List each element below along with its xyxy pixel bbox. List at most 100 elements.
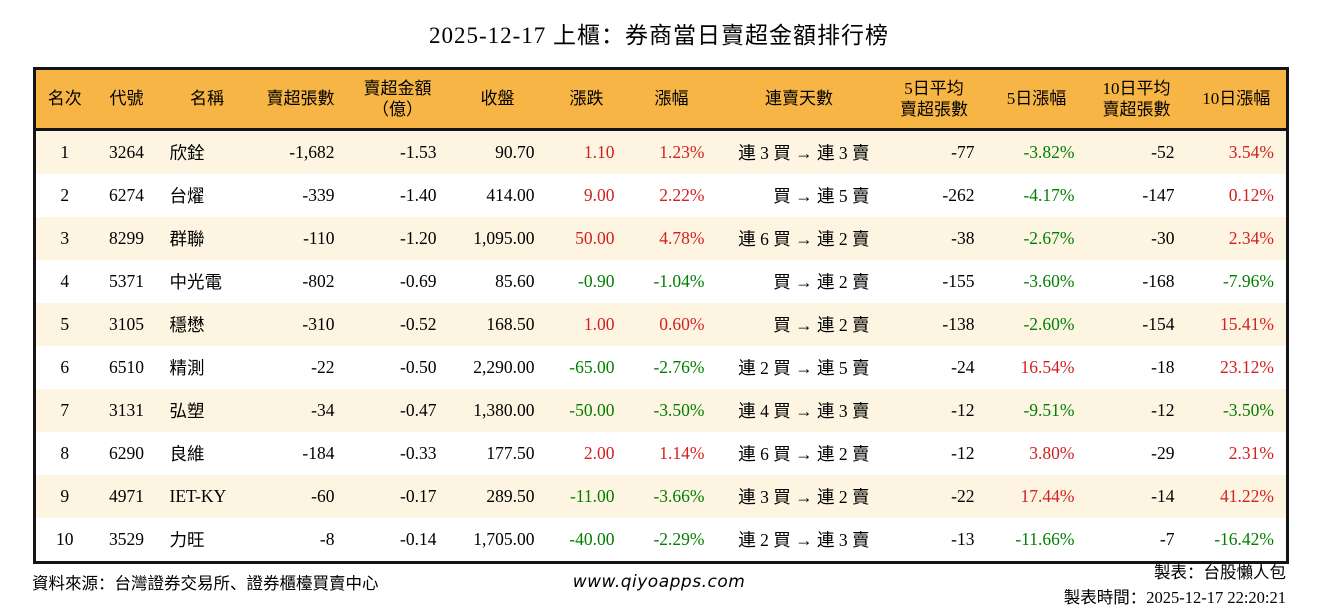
cell-pct10: -16.42% [1214, 529, 1274, 549]
cell-avg10: -168 [1142, 271, 1175, 291]
cell-change_pct: 2.22% [659, 185, 705, 205]
cell-name: 弘塑 [169, 401, 205, 421]
cell-net_sell_volume: -310 [302, 314, 335, 334]
cell-name: 穩懋 [169, 315, 205, 335]
col-header-name: 名稱 [159, 68, 255, 131]
cell-close: 414.00 [486, 185, 535, 205]
cell-change: 9.00 [583, 185, 615, 205]
table-row: 7 3131 弘塑 -34 -0.47 1,380.00 -50.00 -3.50% 連 4 買… [34, 389, 1288, 432]
col-header-pct5: 5日漲幅 [986, 68, 1087, 131]
cell-change_pct: -3.50% [653, 400, 705, 420]
cell-streak: 連 3 買 → 連 3 賣 [738, 143, 870, 163]
cell-change_pct: 0.60% [659, 314, 705, 334]
table-row: 5 3105 穩懋 -310 -0.52 168.50 1.00 0.60% 買 → 連 2 賣… [34, 303, 1288, 346]
cell-avg10: -147 [1142, 185, 1175, 205]
cell-close: 177.50 [486, 443, 535, 463]
cell-rank: 5 [60, 314, 70, 334]
table-row: 3 8299 群聯 -110 -1.20 1,095.00 50.00 4.78% 連 6 買 … [34, 217, 1288, 260]
col-header-change: 漲跌 [546, 68, 627, 131]
cell-rank: 9 [60, 486, 70, 506]
cell-change_pct: 4.78% [659, 228, 705, 248]
cell-net_sell_amount: -1.53 [400, 142, 437, 162]
table-row: 6 6510 精測 -22 -0.50 2,290.00 -65.00 -2.76% 連 2 買… [34, 346, 1288, 389]
cell-pct10: 23.12% [1220, 357, 1274, 377]
ranking-table: 名次 代號 名稱 賣超張數 賣超金額 （億） 收盤 漲跌 漲幅 連賣天數 5日平均 賣超張數 5日漲… [33, 67, 1289, 564]
cell-change_pct: -2.76% [653, 357, 705, 377]
cell-change: -40.00 [569, 529, 615, 549]
cell-avg5: -38 [951, 228, 975, 248]
cell-code: 6274 [109, 185, 144, 205]
cell-net_sell_volume: -22 [311, 357, 335, 377]
cell-change: 1.10 [583, 142, 615, 162]
cell-code: 3264 [109, 142, 144, 162]
cell-pct5: -3.82% [1023, 142, 1075, 162]
cell-name: 群聯 [169, 229, 205, 249]
col-header-avg10: 10日平均 賣超張數 [1086, 68, 1187, 131]
cell-net_sell_amount: -0.33 [400, 443, 437, 463]
cell-net_sell_volume: -802 [302, 271, 335, 291]
cell-pct5: 17.44% [1020, 486, 1075, 506]
cell-close: 85.60 [495, 271, 535, 291]
col-header-net_sell_amount: 賣超金額 （億） [346, 68, 449, 131]
cell-avg5: -12 [951, 443, 975, 463]
cell-pct5: 3.80% [1029, 443, 1075, 463]
page-title: 2025-12-17 上櫃：券商當日賣超金額排行榜 [428, 23, 890, 48]
cell-pct5: 16.54% [1020, 357, 1075, 377]
cell-pct10: 41.22% [1220, 486, 1274, 506]
cell-net_sell_amount: -1.20 [400, 228, 437, 248]
cell-pct10: 3.54% [1228, 142, 1274, 162]
cell-rank: 2 [60, 185, 70, 205]
cell-net_sell_amount: -0.69 [400, 271, 437, 291]
cell-pct5: -2.67% [1023, 228, 1075, 248]
cell-pct5: -2.60% [1023, 314, 1075, 334]
col-header-streak: 連賣天數 [716, 68, 882, 131]
cell-avg5: -12 [951, 400, 975, 420]
table-header-row: 名次 代號 名稱 賣超張數 賣超金額 （億） 收盤 漲跌 漲幅 連賣天數 5日平均 賣超張數 5日漲… [34, 68, 1288, 131]
cell-net_sell_volume: -339 [302, 185, 335, 205]
cell-streak: 連 2 買 → 連 5 賣 [738, 358, 870, 378]
cell-change: 2.00 [583, 443, 615, 463]
cell-code: 3105 [109, 314, 144, 334]
cell-net_sell_amount: -1.40 [400, 185, 437, 205]
cell-change: -11.00 [569, 486, 615, 506]
cell-avg10: -52 [1151, 142, 1175, 162]
col-header-close: 收盤 [448, 68, 547, 131]
cell-rank: 7 [60, 400, 70, 420]
cell-pct5: -3.60% [1023, 271, 1075, 291]
cell-change: -65.00 [569, 357, 615, 377]
cell-streak: 連 2 買 → 連 3 賣 [738, 530, 870, 550]
cell-code: 5371 [109, 271, 144, 291]
cell-name: 力旺 [169, 530, 205, 550]
cell-avg10: -29 [1151, 443, 1175, 463]
table-row: 8 6290 良維 -184 -0.33 177.50 2.00 1.14% 連 6 買 → 連… [34, 432, 1288, 475]
cell-avg10: -154 [1142, 314, 1175, 334]
cell-net_sell_volume: -60 [311, 486, 335, 506]
cell-avg5: -22 [951, 486, 975, 506]
cell-avg5: -138 [942, 314, 975, 334]
cell-change: 50.00 [575, 228, 615, 248]
cell-close: 289.50 [486, 486, 535, 506]
cell-net_sell_volume: -34 [311, 400, 335, 420]
cell-streak: 買 → 連 2 賣 [773, 272, 870, 292]
cell-name: 精測 [169, 358, 205, 378]
cell-streak: 買 → 連 2 賣 [773, 315, 870, 335]
col-header-rank: 名次 [34, 68, 94, 131]
cell-close: 1,095.00 [473, 228, 535, 248]
cell-pct10: -3.50% [1222, 400, 1274, 420]
cell-streak: 連 3 買 → 連 2 賣 [738, 487, 870, 507]
cell-rank: 3 [60, 228, 70, 248]
cell-avg10: -7 [1159, 529, 1175, 549]
table-row: 10 3529 力旺 -8 -0.14 1,705.00 -40.00 -2.29% 連 2 買… [34, 518, 1288, 563]
footer-source: 資料來源：台灣證券交易所、證券櫃檯買賣中心 [32, 574, 379, 593]
cell-change: -0.90 [578, 271, 615, 291]
cell-avg5: -155 [942, 271, 975, 291]
cell-avg10: -30 [1151, 228, 1175, 248]
cell-change_pct: -3.66% [653, 486, 705, 506]
table-row: 9 4971 IET-KY -60 -0.17 289.50 -11.00 -3.66% 連 3… [34, 475, 1288, 518]
cell-pct5: -4.17% [1023, 185, 1075, 205]
cell-pct10: 2.34% [1228, 228, 1274, 248]
footer-credit: 製表：台股懶人包 製表時間：2025-12-17 22:20:21 [1064, 561, 1286, 611]
cell-net_sell_volume: -1,682 [289, 142, 335, 162]
cell-net_sell_volume: -184 [302, 443, 335, 463]
cell-rank: 4 [60, 271, 70, 291]
